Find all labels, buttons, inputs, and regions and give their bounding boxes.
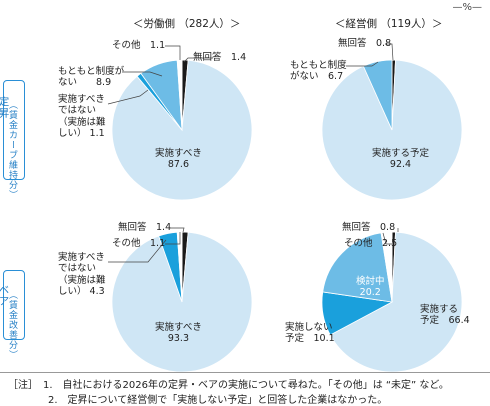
leader-line-1	[183, 57, 213, 63]
note-2: 2. 定昇について経営側で「実施しない予定」と回答した企業はなかった。	[8, 395, 388, 406]
p1-label-other: その他 1.1	[112, 40, 166, 51]
p4-label-other: その他 2.5	[344, 238, 398, 249]
notes-divider	[0, 372, 490, 373]
p2-label-planned: 実施する予定 92.4	[372, 148, 430, 171]
leader-line-6	[346, 61, 379, 67]
p4-label-planned: 実施する 予定 66.4	[420, 304, 470, 327]
leader-line-5	[385, 43, 394, 61]
pie-4-slice-2	[329, 231, 463, 373]
p3-label-other: その他 1.1	[112, 238, 166, 249]
header-management: ＜経営側 （119人）＞	[335, 18, 443, 30]
leader-line-9	[108, 239, 167, 263]
p1-label-no-answer: 無回答 1.4	[193, 52, 247, 63]
p4-label-considering: 検討中 20.2	[356, 276, 385, 299]
p2-label-no-answer: 無回答 0.8	[338, 38, 392, 49]
p3-label-no-answer: 無回答 1.4	[118, 222, 172, 233]
p4-label-not-planned: 実施しない 予定 10.1	[285, 322, 335, 345]
note-1: ［注］ 1. 自社における2026年の定昇・ベアの実施について尋ねた。「その他」…	[8, 380, 449, 391]
leader-line-2	[165, 45, 181, 60]
row-label-teisho-sub: （賃金カーブ維持分）	[7, 100, 17, 200]
leader-line-11	[382, 232, 392, 245]
pie-4-slice-4	[322, 232, 393, 303]
pie-3-slice-4	[176, 231, 183, 303]
pie-3-slice-2	[111, 231, 253, 373]
row-label-bea-main: ベア	[0, 284, 10, 307]
header-labor: ＜労働側 （282人）＞	[133, 18, 241, 30]
leader-line-3	[122, 71, 163, 77]
p3-label-should-not: 実施すべき ではない （実施は難 しい） 4.3	[58, 252, 106, 298]
pie-4-slice-5	[380, 231, 393, 303]
p3-label-should: 実施すべき 93.3	[155, 322, 202, 345]
row-label-teisho-box	[3, 80, 25, 180]
p1-label-should-not: 実施すべき ではない （実施は難 しい） 1.1	[58, 94, 106, 140]
pie-1-slice-5	[176, 59, 183, 131]
p1-label-should: 実施すべき 87.6	[155, 148, 202, 171]
unit-label: —%—	[452, 2, 482, 13]
p2-label-no-system: もともと制度 がない 6.7	[290, 60, 347, 83]
row-label-bea-sub: （賃金改善分）	[7, 290, 17, 360]
leader-line-7	[170, 227, 185, 233]
p1-label-no-system: もともと制度が ない 8.9	[58, 66, 125, 89]
leader-line-8	[165, 232, 181, 245]
leader-line-4	[107, 89, 149, 105]
row-label-bea-box	[3, 270, 25, 340]
row-label-teisho-main: 定昇	[0, 96, 10, 119]
p4-label-no-answer: 無回答 0.8	[342, 222, 396, 233]
